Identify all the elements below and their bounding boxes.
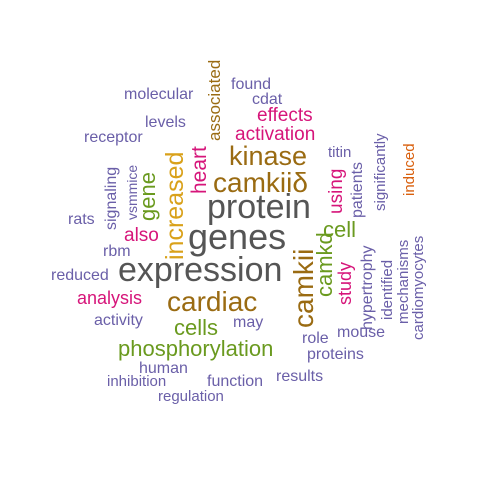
word-may: may	[233, 314, 264, 331]
word-regulation: regulation	[158, 388, 224, 405]
word-function: function	[207, 373, 264, 390]
word-activation: activation	[235, 124, 316, 145]
word-rats: rats	[68, 211, 95, 228]
word-mechanisms: mechanisms	[395, 239, 412, 324]
word-proteins: proteins	[307, 346, 364, 363]
word-genes: genes	[188, 216, 287, 257]
word-heart: heart	[188, 146, 211, 194]
word-study: study	[335, 261, 355, 305]
word-human: human	[139, 360, 188, 377]
word-effects: effects	[257, 105, 313, 126]
word-cells: cells	[174, 315, 219, 340]
word-camkd: camkd	[312, 232, 337, 297]
word-analysis: analysis	[77, 288, 143, 308]
word-cdat: cdat	[252, 91, 283, 108]
word-results: results	[276, 368, 324, 385]
word-identified: identified	[379, 259, 396, 320]
word-camkiid: camkiiδ	[213, 167, 308, 198]
word-inhibition: inhibition	[107, 373, 167, 390]
word-mouse: mouse	[337, 324, 386, 341]
word-cell: cell	[323, 217, 357, 242]
word-reduced: reduced	[51, 267, 109, 284]
word-titin: titin	[328, 144, 352, 161]
word-rbm: rbm	[103, 243, 131, 260]
word-vsmmice: vsmmice	[124, 164, 140, 220]
word-signaling: signaling	[103, 166, 120, 230]
word-hypertrophy: hypertrophy	[359, 245, 376, 331]
word-levels: levels	[145, 114, 186, 131]
word-receptor: receptor	[84, 129, 143, 146]
word-induced: induced	[401, 143, 418, 196]
word-protein: protein	[207, 188, 311, 226]
word-cardiomyocytes: cardiomyocytes	[410, 235, 427, 340]
word-role: role	[302, 330, 329, 347]
word-patients: patients	[349, 161, 366, 218]
word-found: found	[231, 76, 272, 93]
word-kinase: kinase	[229, 141, 308, 171]
word-associated: associated	[205, 59, 224, 141]
word-significantly: significantly	[372, 133, 389, 211]
word-cardiac: cardiac	[167, 286, 258, 317]
word-molecular: molecular	[124, 86, 194, 103]
word-using: using	[326, 168, 347, 214]
word-activity: activity	[94, 312, 143, 329]
word-gene: gene	[135, 172, 160, 221]
word-increased: increased	[161, 151, 189, 260]
word-also: also	[124, 225, 159, 246]
word-phosphorylation: phosphorylation	[118, 336, 274, 361]
word-expression: expression	[118, 251, 283, 289]
